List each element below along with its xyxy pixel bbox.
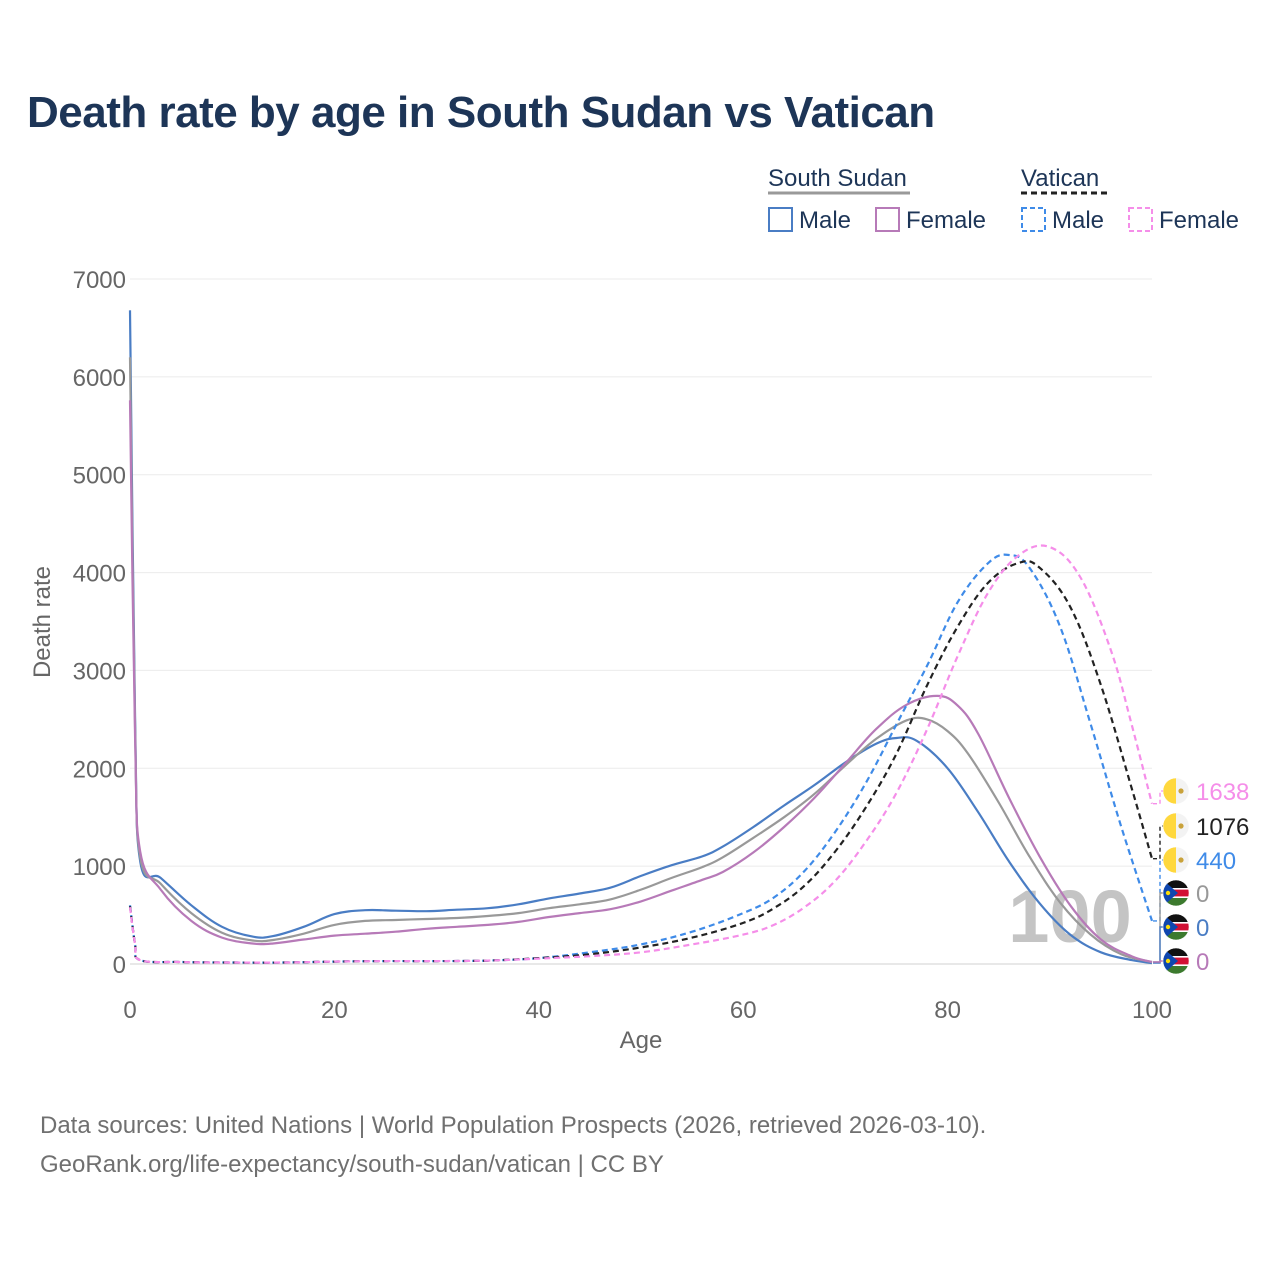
y-tick-label: 3000 — [73, 658, 126, 685]
legend-swatch — [1021, 207, 1046, 232]
series-line-vatican-male — [128, 553, 1154, 964]
series-line-south-sudan-male — [128, 310, 1153, 965]
end-label: 0 — [1153, 913, 1209, 964]
legend-group-title: South Sudan — [768, 165, 907, 192]
x-tick-label: 80 — [934, 997, 961, 1024]
end-label-value: 1076 — [1196, 814, 1249, 841]
x-tick-label: 40 — [525, 997, 552, 1024]
end-label: 1076 — [1153, 812, 1249, 860]
end-label-value: 0 — [1196, 949, 1209, 976]
legend-item-label: Male — [799, 207, 851, 234]
grid — [130, 278, 1152, 965]
legend-item-vatican-male[interactable]: Male — [1021, 207, 1104, 234]
legend-item-vatican-female[interactable]: Female — [1128, 207, 1239, 234]
chart-title: Death rate by age in South Sudan vs Vati… — [27, 88, 935, 137]
end-label-value: 1638 — [1196, 779, 1249, 806]
legend-item-label: Female — [1159, 207, 1239, 234]
legend-swatch — [768, 207, 793, 232]
x-axis-label: Age — [620, 1027, 663, 1054]
vatican-flag-icon — [1163, 778, 1189, 804]
y-tick-label: 1000 — [73, 854, 126, 881]
legend-item-label: Female — [906, 207, 986, 234]
legend-item-south-sudan-female[interactable]: Female — [875, 207, 986, 234]
x-tick-label: 60 — [730, 997, 757, 1024]
series-line-vatican-female — [128, 544, 1154, 964]
source-note: Data sources: United Nations | World Pop… — [40, 1106, 986, 1184]
south-sudan-flag-icon — [1163, 880, 1189, 906]
y-tick-label: 2000 — [73, 756, 126, 783]
source-line-2: GeoRank.org/life-expectancy/south-sudan/… — [40, 1151, 664, 1178]
y-tick-label: 4000 — [73, 561, 126, 588]
end-labels: 1638 1076 440 0 0 0 — [1153, 777, 1249, 976]
y-tick-label: 6000 — [73, 365, 126, 392]
legend-item-label: Male — [1052, 207, 1104, 234]
y-tick-label: 0 — [113, 952, 126, 979]
series-line-south-sudan-female — [128, 400, 1153, 964]
legend-swatch — [875, 207, 900, 232]
south-sudan-flag-icon — [1163, 914, 1189, 940]
legend-group-vatican[interactable]: Vatican Male Female — [1021, 165, 1239, 234]
vatican-flag-icon — [1163, 847, 1189, 873]
legend-item-south-sudan-male[interactable]: Male — [768, 207, 851, 234]
end-label: 1638 — [1153, 777, 1249, 806]
x-tick-label: 100 — [1132, 997, 1172, 1024]
south-sudan-flag-icon — [1163, 948, 1189, 974]
series-line-south-sudan-total — [128, 357, 1153, 964]
end-label-value: 0 — [1196, 915, 1209, 942]
legend-group-south-sudan[interactable]: South Sudan Male Female — [768, 165, 986, 234]
series — [128, 310, 1154, 965]
end-label-value: 440 — [1196, 848, 1236, 875]
legend-swatch — [1128, 207, 1153, 232]
source-line-1: Data sources: United Nations | World Pop… — [40, 1112, 987, 1139]
y-axis-label: Death rate — [29, 566, 56, 678]
axes: 0 1000 2000 3000 4000 5000 6000 7000 0 20 40 60 80 10… — [73, 267, 1172, 1024]
legend[interactable]: South Sudan Male Female Vatican Male Female — [768, 165, 1239, 234]
end-label: 0 — [1153, 947, 1209, 976]
end-label: 440 — [1153, 846, 1236, 922]
x-tick-label: 0 — [123, 997, 136, 1024]
legend-group-title: Vatican — [1021, 165, 1099, 192]
x-tick-label: 20 — [321, 997, 348, 1024]
y-tick-label: 5000 — [73, 463, 126, 490]
y-tick-label: 7000 — [73, 267, 126, 294]
vatican-flag-icon — [1163, 813, 1189, 839]
end-label-value: 0 — [1196, 881, 1209, 908]
